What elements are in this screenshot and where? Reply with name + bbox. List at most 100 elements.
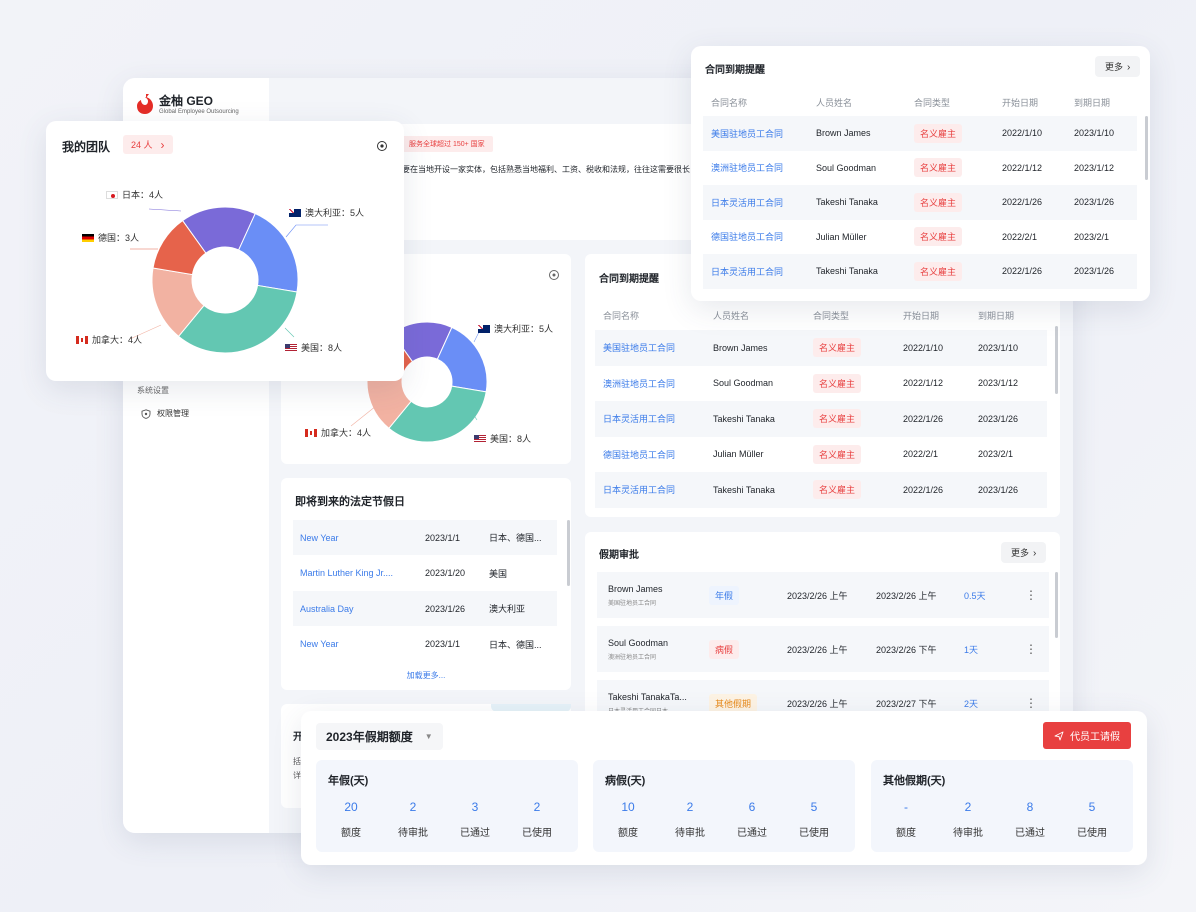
end-date: 2023/1/12 <box>1074 162 1115 173</box>
quota-stat-label: 额度 <box>896 828 916 839</box>
person-name: Takeshi Tanaka <box>816 197 878 208</box>
donut-slice-2[interactable] <box>177 284 298 354</box>
person-name: Brown James <box>816 128 871 139</box>
person-name: Soul Goodman <box>713 378 774 389</box>
table-row[interactable]: 日本灵活用工合同 Takeshi Tanaka 名义雇主 2022/1/26 2023/… <box>703 185 1137 220</box>
list-item[interactable]: Soul Goodman 澳洲驻地员工合同 病假 2023/2/26 上午 2023/2… <box>597 626 1049 672</box>
holidays-load-more[interactable]: 加载更多... <box>406 671 446 680</box>
start-date: 2022/1/12 <box>1002 162 1043 173</box>
quota-stat-value: 5 <box>1088 800 1096 814</box>
holiday-name[interactable]: New Year <box>300 639 339 649</box>
quota-group-title: 病假(天) <box>605 775 646 787</box>
team-label-ca: 加拿大：4人 <box>76 333 142 346</box>
contract-name-link[interactable]: 日本灵活用工合同 <box>603 414 676 425</box>
contract-name-link[interactable]: 日本灵活用工合同 <box>711 197 784 208</box>
settings-icon-bg[interactable] <box>548 269 560 281</box>
contract-name-link[interactable]: 美国驻地员工合同 <box>603 343 676 354</box>
leave-from: 2023/2/26 上午 <box>787 698 848 709</box>
more-vertical-icon[interactable]: ⋮ <box>1025 588 1037 602</box>
table-row[interactable]: 德国驻地员工合同 Julian Müller 名义雇主 2022/2/1 2023/2/… <box>595 437 1047 473</box>
leave-scrollbar[interactable] <box>1055 572 1058 638</box>
brand-logo-icon <box>137 93 153 114</box>
list-item[interactable]: New Year 2023/1/1 日本、德国... <box>293 520 557 555</box>
contracts-more-button[interactable]: 更多 › <box>1095 56 1141 77</box>
sidebar-item-permissions[interactable]: 权限管理 <box>141 408 189 419</box>
settings-icon[interactable] <box>376 140 388 152</box>
start-date: 2022/1/26 <box>903 484 944 495</box>
leave-approval-more-button[interactable]: 更多 › <box>1001 542 1047 563</box>
de-flag-icon <box>82 233 94 242</box>
contract-name-link[interactable]: 日本灵活用工合同 <box>711 266 784 277</box>
contracts-table: 合同名称 人员姓名 合同类型 开始日期 到期日期 美国驻地员工合同 Brown James 名… <box>703 88 1137 293</box>
quota-stat: 2 待审批 <box>388 800 438 839</box>
start-date: 2022/1/26 <box>903 413 944 424</box>
leave-days: 0.5天 <box>964 590 986 601</box>
quota-year-select[interactable]: 2023年假期额度 ▼ <box>316 723 443 750</box>
holidays-list: New Year 2023/1/1 日本、德国... Martin Luther Ki… <box>293 520 557 664</box>
table-row[interactable]: 日本灵活用工合同 Takeshi Tanaka 名义雇主 2022/1/26 2023/… <box>595 472 1047 508</box>
table-row[interactable]: 日本灵活用工合同 Takeshi Tanaka 名义雇主 2022/1/26 2023/… <box>595 401 1047 437</box>
quota-stat-value: 10 <box>621 800 635 814</box>
donut-slice-2[interactable] <box>388 385 487 443</box>
more-vertical-icon[interactable]: ⋮ <box>1025 642 1037 656</box>
contract-type: 名义雇主 <box>906 158 994 178</box>
contracts-title-bg: 合同到期提醒 <box>599 274 659 285</box>
quota-stat: 2 已使用 <box>512 800 562 839</box>
contracts-scrollbar-bg[interactable] <box>1055 326 1058 394</box>
team-count-badge[interactable]: 24 人 › <box>123 135 173 154</box>
list-item[interactable]: New Year 2023/1/1 日本、德国... <box>293 627 557 662</box>
end-date: 2023/1/12 <box>978 378 1019 389</box>
banner-tag: 服务全球超过 150+ 国家 <box>401 136 493 152</box>
holidays-scrollbar[interactable] <box>567 520 570 586</box>
holiday-date: 2023/1/26 <box>425 603 466 614</box>
donut-slice-4[interactable] <box>152 219 207 276</box>
leave-approval-list: Brown James 美国驻地员工合同 年假 2023/2/26 上午 2023/2/… <box>597 572 1049 732</box>
contracts-scrollbar[interactable] <box>1145 116 1148 180</box>
end-date: 2023/1/26 <box>978 413 1019 424</box>
contract-name-link[interactable]: 美国驻地员工合同 <box>711 128 784 139</box>
contract-type: 名义雇主 <box>805 373 895 393</box>
person-name: Takeshi Tanaka <box>713 484 775 495</box>
leader-line-us <box>284 327 295 338</box>
team-label-us: 美国：8人 <box>285 341 342 354</box>
holidays-panel: 即将到来的法定节假日 New Year 2023/1/1 日本、德国... Marti… <box>281 478 571 690</box>
donut-slice-1[interactable] <box>436 326 488 393</box>
team-label-jp: 日本：4人 <box>106 188 163 201</box>
table-row[interactable]: 日本灵活用工合同 Takeshi Tanaka 名义雇主 2022/1/26 2023/… <box>703 254 1137 289</box>
contract-name-link[interactable]: 澳洲驻地员工合同 <box>711 163 784 174</box>
holiday-name[interactable]: Martin Luther King Jr.... <box>300 568 394 578</box>
contract-name-link[interactable]: 德国驻地员工合同 <box>603 449 676 460</box>
table-row[interactable]: 澳洲驻地员工合同 Soul Goodman 名义雇主 2022/1/12 2023/1/… <box>595 366 1047 402</box>
contract-name-link[interactable]: 日本灵活用工合同 <box>603 485 676 496</box>
team-donut-chart <box>129 206 328 354</box>
sidebar-item-label: 权限管理 <box>157 409 189 418</box>
chevron-right-icon: › <box>1127 62 1131 73</box>
quota-stat-label: 已通过 <box>1015 828 1045 839</box>
apply-leave-button[interactable]: 代员工请假 <box>1043 722 1131 749</box>
contract-name-link[interactable]: 德国驻地员工合同 <box>711 232 784 243</box>
team-label-au: 澳大利亚：5人 <box>289 206 364 219</box>
contracts-card: 合同到期提醒 更多 › 合同名称 人员姓名 合同类型 开始日期 到期日期 美国驻地员工合同 B… <box>691 46 1150 301</box>
holiday-name[interactable]: Australia Day <box>300 603 354 614</box>
list-item[interactable]: Martin Luther King Jr.... 2023/1/20 美国 <box>293 556 557 591</box>
leave-approval-title: 假期审批 <box>599 550 639 561</box>
leave-type: 其他假期 <box>709 693 787 713</box>
applicant: Soul Goodman 澳洲驻地员工合同 <box>597 638 709 661</box>
list-item[interactable]: Brown James 美国驻地员工合同 年假 2023/2/26 上午 2023/2/… <box>597 572 1049 618</box>
table-row[interactable]: 德国驻地员工合同 Julian Müller 名义雇主 2022/2/1 2023/2/… <box>703 220 1137 255</box>
brand-subtitle: Global Employee Outsourcing <box>159 109 239 115</box>
list-item[interactable]: Australia Day 2023/1/26 澳大利亚 <box>293 591 557 626</box>
table-row[interactable]: 澳洲驻地员工合同 Soul Goodman 名义雇主 2022/1/12 2023/1/… <box>703 151 1137 186</box>
column-header: 合同类型 <box>914 97 951 108</box>
table-row[interactable]: 美国驻地员工合同 Brown James 名义雇主 2022/1/10 2023/1/1… <box>595 330 1047 366</box>
more-vertical-icon[interactable]: ⋮ <box>1025 696 1037 710</box>
quota-group: 其他假期(天) - 额度 2 待审批 8 已通过 5 已使用 <box>871 760 1133 852</box>
holiday-name[interactable]: New Year <box>300 532 339 543</box>
end-date: 2023/2/1 <box>1074 231 1110 242</box>
applicant-name: Soul Goodman <box>608 637 669 648</box>
table-row[interactable]: 美国驻地员工合同 Brown James 名义雇主 2022/1/10 2023/1/1… <box>703 116 1137 151</box>
holiday-country: 日本、德国... <box>489 533 542 543</box>
contract-name-link[interactable]: 澳洲驻地员工合同 <box>603 378 676 389</box>
contract-type: 名义雇主 <box>906 227 994 247</box>
column-header: 人员姓名 <box>713 310 750 321</box>
